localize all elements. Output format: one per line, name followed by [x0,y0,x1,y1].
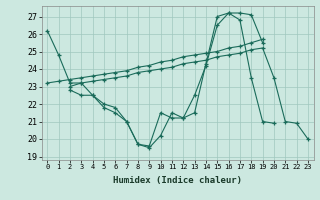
X-axis label: Humidex (Indice chaleur): Humidex (Indice chaleur) [113,176,242,185]
